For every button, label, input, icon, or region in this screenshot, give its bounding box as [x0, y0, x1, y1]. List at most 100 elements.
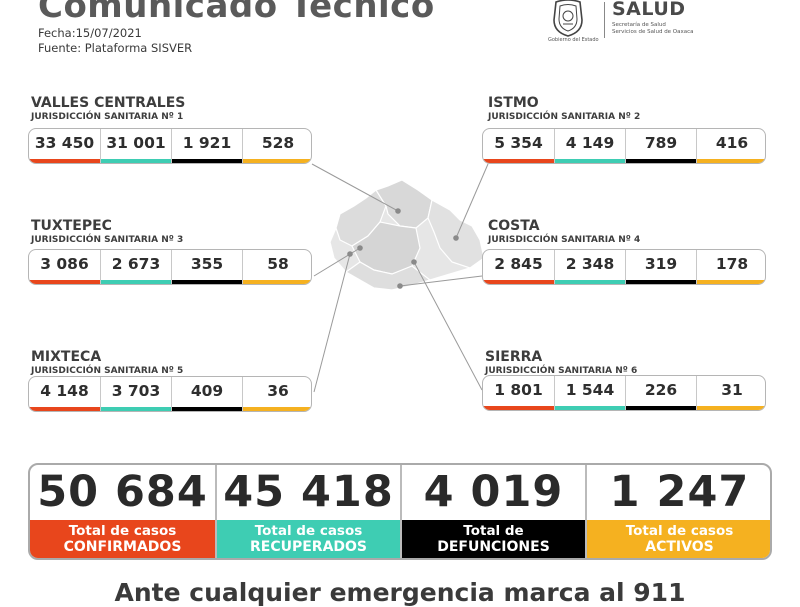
oaxaca-shield-logo [548, 0, 588, 44]
confirmed-cell: 2 845 [483, 250, 554, 284]
deaths-bar [626, 159, 696, 163]
deaths-value: 1 921 [182, 134, 232, 152]
total-confirmed-label: Total de casos CONFIRMADOS [30, 520, 215, 558]
active-value: 36 [267, 382, 289, 400]
recovered-bar [555, 406, 625, 410]
deaths-bar [626, 280, 696, 284]
total-deaths: 4 019 Total de DEFUNCIONES [400, 465, 585, 558]
deaths-cell: 319 [625, 250, 696, 284]
recovered-value: 31 001 [106, 134, 166, 152]
confirmed-cell: 3 086 [29, 250, 100, 284]
recovered-cell: 2 673 [100, 250, 171, 284]
salud-logo-text: SALUD [612, 0, 686, 20]
active-bar [697, 280, 765, 284]
deaths-cell: 226 [625, 376, 696, 410]
region-name-costa: COSTA [488, 218, 540, 234]
region-card-istmo: 5 354 4 149 789 416 [482, 128, 766, 164]
confirmed-cell: 33 450 [29, 129, 100, 163]
active-bar [697, 406, 765, 410]
region-name-sierra: SIERRA [485, 349, 543, 365]
confirmed-bar [483, 280, 554, 284]
recovered-cell: 1 544 [554, 376, 625, 410]
deaths-bar [172, 280, 242, 284]
deaths-value: 789 [644, 134, 678, 152]
jurisdiction-label: JURISDICCIÓN SANITARIA Nº 1 [31, 112, 184, 122]
recovered-value: 3 703 [111, 382, 161, 400]
confirmed-value: 3 086 [40, 255, 89, 273]
total-deaths-value: 4 019 [423, 467, 564, 517]
confirmed-bar [29, 159, 100, 163]
salud-subtitle-2: Servicios de Salud de Oaxaca [612, 29, 694, 35]
active-cell: 416 [696, 129, 765, 163]
recovered-value: 2 348 [565, 255, 615, 273]
confirmed-value: 4 148 [40, 382, 89, 400]
region-card-tuxtepec: 3 086 2 673 355 58 [28, 249, 312, 285]
active-cell: 36 [242, 377, 311, 411]
recovered-bar [101, 159, 171, 163]
deaths-cell: 355 [171, 250, 242, 284]
region-card-sierra: 1 801 1 544 226 31 [482, 375, 766, 411]
region-card-costa: 2 845 2 348 319 178 [482, 249, 766, 285]
recovered-bar [101, 280, 171, 284]
total-active: 1 247 Total de casos ACTIVOS [585, 465, 770, 558]
deaths-value: 355 [190, 255, 224, 273]
confirmed-value: 5 354 [494, 134, 543, 152]
deaths-value: 319 [644, 255, 678, 273]
confirmed-value: 2 845 [494, 255, 543, 273]
region-card-mixteca: 4 148 3 703 409 36 [28, 376, 312, 412]
total-recovered-label-line2: RECUPERADOS [249, 539, 368, 555]
report-date: Fecha:15/07/2021 [38, 26, 142, 40]
logo-caption: Gobierno del Estado [548, 37, 599, 43]
active-value: 178 [715, 255, 749, 273]
total-deaths-label-line2: DEFUNCIONES [437, 539, 550, 555]
recovered-cell: 31 001 [100, 129, 171, 163]
active-value: 528 [261, 134, 295, 152]
confirmed-cell: 5 354 [483, 129, 554, 163]
total-recovered-label: Total de casos RECUPERADOS [217, 520, 400, 558]
active-bar [243, 280, 311, 284]
confirmed-bar [483, 159, 554, 163]
logo-divider [604, 2, 605, 38]
deaths-bar [172, 407, 242, 411]
active-cell: 528 [242, 129, 311, 163]
confirmed-cell: 4 148 [29, 377, 100, 411]
total-recovered: 45 418 Total de casos RECUPERADOS [215, 465, 400, 558]
deaths-bar [626, 406, 696, 410]
active-value: 31 [721, 381, 743, 399]
confirmed-value: 1 801 [494, 381, 543, 399]
active-value: 416 [715, 134, 749, 152]
active-value: 58 [267, 255, 289, 273]
emergency-footer: Ante cualquier emergencia marca al 911 [114, 578, 686, 607]
deaths-value: 226 [644, 381, 678, 399]
total-recovered-value: 45 418 [223, 467, 394, 517]
active-bar [243, 159, 311, 163]
total-confirmed: 50 684 Total de casos CONFIRMADOS [30, 465, 215, 558]
confirmed-value: 33 450 [34, 134, 95, 152]
recovered-bar [555, 159, 625, 163]
page-title: Comunicado Técnico [38, 0, 435, 26]
confirmed-cell: 1 801 [483, 376, 554, 410]
total-confirmed-value: 50 684 [37, 467, 208, 517]
confirmed-bar [29, 407, 100, 411]
recovered-value: 2 673 [111, 255, 161, 273]
deaths-cell: 789 [625, 129, 696, 163]
deaths-cell: 409 [171, 377, 242, 411]
active-cell: 58 [242, 250, 311, 284]
region-name-istmo: ISTMO [488, 95, 539, 111]
deaths-value: 409 [190, 382, 224, 400]
total-active-label-line2: ACTIVOS [645, 539, 714, 555]
jurisdiction-label: JURISDICCIÓN SANITARIA Nº 3 [31, 235, 184, 245]
recovered-bar [101, 407, 171, 411]
active-cell: 178 [696, 250, 765, 284]
recovered-cell: 4 149 [554, 129, 625, 163]
recovered-value: 1 544 [565, 381, 615, 399]
total-active-value: 1 247 [609, 467, 750, 517]
region-card-valles-centrales: 33 450 31 001 1 921 528 [28, 128, 312, 164]
total-deaths-label: Total de DEFUNCIONES [402, 520, 585, 558]
jurisdiction-label: JURISDICCIÓN SANITARIA Nº 6 [485, 366, 638, 376]
salud-subtitle-1: Secretaría de Salud [612, 22, 666, 28]
total-deaths-label-line1: Total de [463, 523, 524, 539]
recovered-cell: 2 348 [554, 250, 625, 284]
region-name-mixteca: MIXTECA [31, 349, 102, 365]
